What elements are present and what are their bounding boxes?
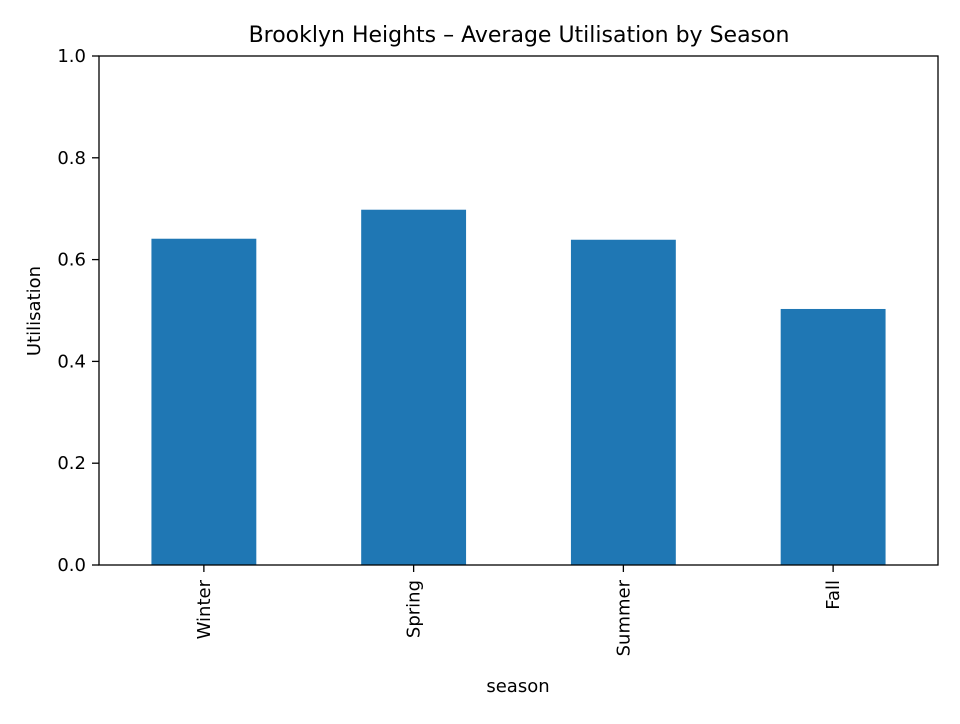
x-tick-label: Fall: [823, 580, 844, 610]
y-axis: 0.0 0.2 0.4 0.6 0.8 1.0: [57, 46, 99, 576]
plot-frame: [98, 55, 939, 566]
bar-fall: [780, 308, 886, 565]
x-tick-label: Spring: [404, 580, 425, 638]
y-tick-label: 0.0: [57, 555, 86, 576]
bars-layer: [151, 209, 886, 565]
x-tick-label: Winter: [194, 579, 215, 639]
chart-title: Brooklyn Heights – Average Utilisation b…: [249, 23, 790, 48]
bar-spring: [361, 209, 467, 565]
y-tick-label: 0.6: [57, 250, 86, 271]
y-tick-label: 0.8: [57, 148, 86, 169]
bar-summer: [570, 239, 676, 565]
y-tick-label: 1.0: [57, 46, 86, 67]
y-tick-label: 0.2: [57, 453, 86, 474]
x-axis-title: season: [486, 676, 549, 697]
x-tick-label: Summer: [613, 579, 634, 656]
y-axis-title: Utilisation: [24, 266, 45, 356]
x-axis: Winter Spring Summer Fall: [194, 565, 844, 656]
y-tick-label: 0.4: [57, 351, 86, 372]
bar-winter: [151, 238, 257, 565]
